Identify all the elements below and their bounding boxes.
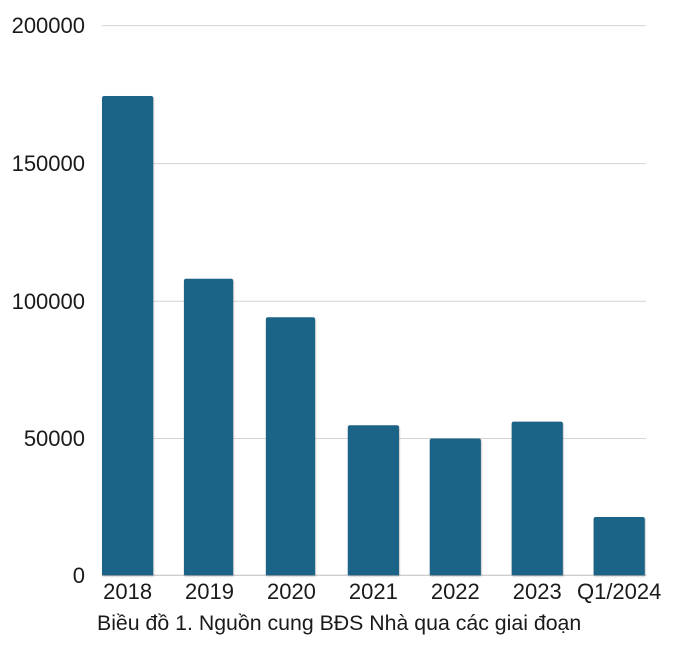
svg-text:2023: 2023 [513, 579, 562, 604]
svg-text:2020: 2020 [267, 579, 316, 604]
svg-text:Q1/2024: Q1/2024 [577, 579, 661, 604]
svg-text:0: 0 [73, 563, 85, 588]
svg-text:200000: 200000 [12, 13, 85, 38]
svg-text:2021: 2021 [349, 579, 398, 604]
svg-text:150000: 150000 [12, 151, 85, 176]
svg-text:Biều đồ 1. Nguồn cung BĐS Nhà: Biều đồ 1. Nguồn cung BĐS Nhà qua các gi… [97, 611, 581, 635]
svg-text:2019: 2019 [185, 579, 234, 604]
svg-text:2022: 2022 [431, 579, 480, 604]
svg-text:100000: 100000 [12, 289, 85, 314]
svg-text:50000: 50000 [24, 426, 85, 451]
svg-text:2018: 2018 [103, 579, 152, 604]
